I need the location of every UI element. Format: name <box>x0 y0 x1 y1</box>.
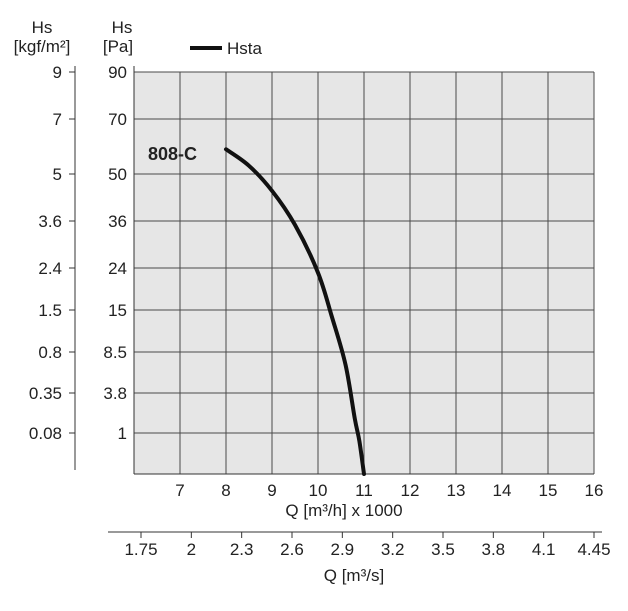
y-tick-label-kgf-8: 0.08 <box>29 424 62 443</box>
x2-tick-label-4: 2.9 <box>331 540 355 559</box>
y-tick-label-kgf-7: 0.35 <box>29 384 62 403</box>
x2-tick-label-7: 3.8 <box>482 540 506 559</box>
y-tick-label-pa-3: 36 <box>108 212 127 231</box>
y-axis-title-kgf-line1: Hs <box>32 18 53 37</box>
y-tick-label-kgf-6: 0.8 <box>38 343 62 362</box>
x-tick-label-3: 10 <box>309 481 328 500</box>
x-tick-label-9: 16 <box>585 481 604 500</box>
y-tick-label-kgf-3: 3.6 <box>38 212 62 231</box>
y-tick-label-pa-1: 70 <box>108 110 127 129</box>
x2-tick-label-0: 1.75 <box>124 540 157 559</box>
x-tick-label-7: 14 <box>493 481 512 500</box>
y-tick-label-kgf-0: 9 <box>53 63 62 82</box>
y-tick-label-pa-0: 90 <box>108 63 127 82</box>
y-axis-title-pa-line1: Hs <box>112 18 133 37</box>
x-tick-label-8: 15 <box>539 481 558 500</box>
x2-tick-label-2: 2.3 <box>230 540 254 559</box>
x-tick-labels: 7 8 9 10 11 12 13 14 15 16 <box>175 481 603 500</box>
x2-tick-label-5: 3.2 <box>381 540 405 559</box>
x2-axis-title: Q [m³/s] <box>324 566 384 585</box>
x-tick-label-6: 13 <box>447 481 466 500</box>
y-tick-label-pa-6: 8.5 <box>103 343 127 362</box>
y-tick-label-pa-7: 3.8 <box>103 384 127 403</box>
y-tick-label-kgf-2: 5 <box>53 165 62 184</box>
x2-tick-label-1: 2 <box>187 540 196 559</box>
grid <box>134 71 595 474</box>
series-label-808c: 808-C <box>148 144 197 164</box>
x2-tick-label-6: 3.5 <box>431 540 455 559</box>
series-hsta-curve <box>224 147 366 476</box>
y-tick-label-pa-4: 24 <box>108 259 127 278</box>
x-tick-label-0: 7 <box>175 481 184 500</box>
x2-tick-label-9: 4.45 <box>577 540 610 559</box>
y-tick-label-pa-5: 15 <box>108 301 127 320</box>
legend-label: Hsta <box>227 39 263 58</box>
x2-tick-label-8: 4.1 <box>532 540 556 559</box>
x-tick-label-4: 11 <box>355 481 373 500</box>
y-axis-title-pa-line2: [Pa] <box>103 37 133 56</box>
y-axis-title-kgf-line2: [kgf/m²] <box>14 37 71 56</box>
y-tick-labels-pa: 90 70 50 36 24 15 8.5 3.8 1 <box>103 63 127 443</box>
y-tick-label-pa-2: 50 <box>108 165 127 184</box>
x-tick-label-5: 12 <box>401 481 420 500</box>
y-tick-label-kgf-4: 2.4 <box>38 259 62 278</box>
y-tick-label-pa-8: 1 <box>118 424 127 443</box>
y-tick-labels-kgf: 9 7 5 3.6 2.4 1.5 0.8 0.35 0.08 <box>29 63 75 443</box>
x-axis-title: Q [m³/h] x 1000 <box>285 501 402 520</box>
y-tick-label-kgf-5: 1.5 <box>38 301 62 320</box>
y-tick-label-kgf-1: 7 <box>53 110 62 129</box>
x-tick-label-2: 9 <box>267 481 276 500</box>
x2-tick-label-3: 2.6 <box>280 540 304 559</box>
x2-tick-labels: 1.75 2 2.3 2.6 2.9 3.2 3.5 3.8 4.1 4.45 <box>124 532 611 559</box>
x-tick-label-1: 8 <box>221 481 230 500</box>
